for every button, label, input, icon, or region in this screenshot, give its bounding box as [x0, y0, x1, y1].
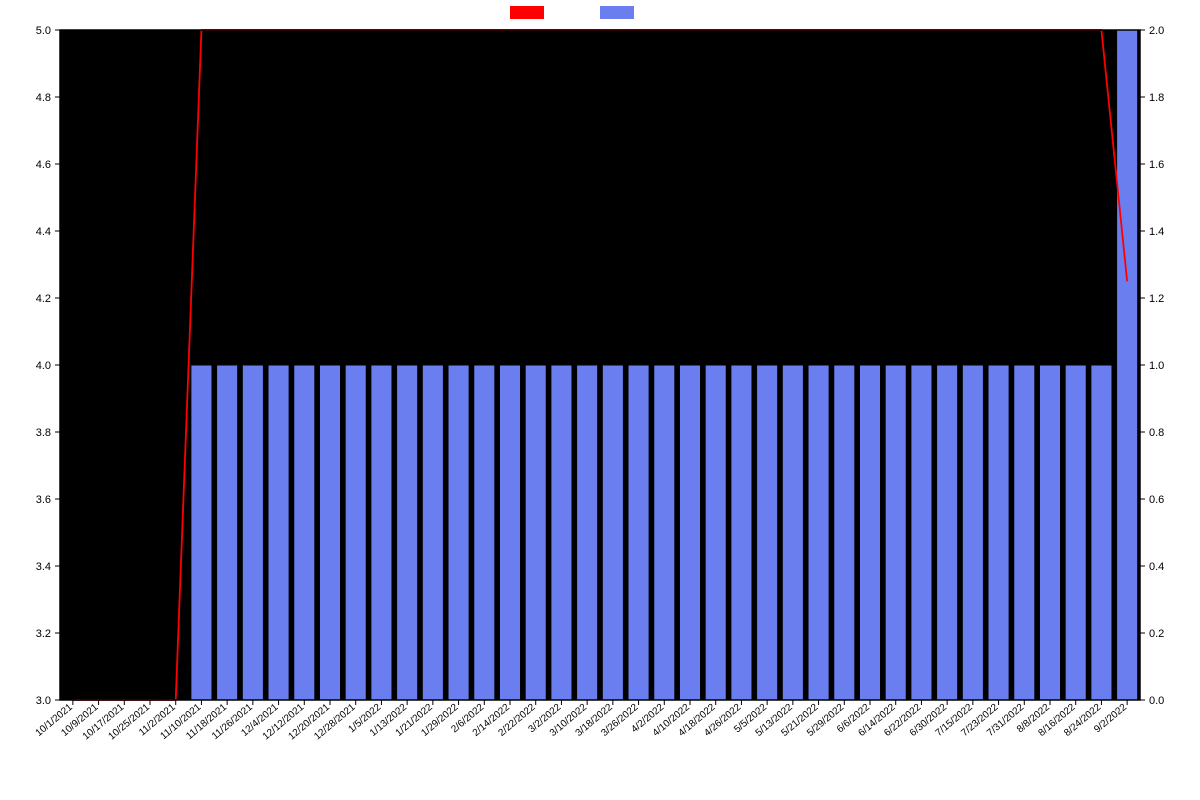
right-ytick-label: 1.0	[1149, 360, 1164, 372]
bar	[654, 365, 675, 700]
bar	[242, 365, 263, 700]
left-ytick-label: 4.8	[36, 92, 51, 104]
bar	[319, 365, 340, 700]
left-ytick-label: 3.0	[36, 695, 51, 707]
right-ytick-label: 1.6	[1149, 159, 1164, 171]
bar	[268, 365, 289, 700]
bar	[191, 365, 212, 700]
bar	[499, 365, 520, 700]
bar	[397, 365, 418, 700]
right-ytick-label: 0.6	[1149, 494, 1164, 506]
bar	[859, 365, 880, 700]
left-ytick-label: 3.4	[36, 561, 51, 573]
left-ytick-label: 3.2	[36, 628, 51, 640]
left-ytick-label: 3.6	[36, 494, 51, 506]
right-ytick-label: 1.4	[1149, 226, 1164, 238]
right-ytick-label: 0.8	[1149, 427, 1164, 439]
bar	[679, 365, 700, 700]
bar	[551, 365, 572, 700]
left-ytick-label: 4.2	[36, 293, 51, 305]
bar	[602, 365, 623, 700]
bar	[911, 365, 932, 700]
bar	[1117, 30, 1138, 700]
bar	[731, 365, 752, 700]
right-ytick-label: 1.8	[1149, 92, 1164, 104]
legend-swatch-0	[510, 6, 544, 19]
bar	[294, 365, 315, 700]
right-ytick-label: 0.2	[1149, 628, 1164, 640]
bar	[1091, 365, 1112, 700]
bar	[1039, 365, 1060, 700]
left-ytick-label: 4.4	[36, 226, 51, 238]
right-ytick-label: 0.4	[1149, 561, 1164, 573]
bar	[217, 365, 238, 700]
bar	[448, 365, 469, 700]
right-ytick-label: 1.2	[1149, 293, 1164, 305]
chart-svg: 3.0 3.2 3.4 3.6 3.8 4.0 4.2 4.4 4.6 4.8 5.0 0.0 0.2 0…	[0, 0, 1200, 800]
bar	[782, 365, 803, 700]
legend-swatch-1	[600, 6, 634, 19]
bar	[757, 365, 778, 700]
bar	[808, 365, 829, 700]
bar	[474, 365, 495, 700]
bar	[422, 365, 443, 700]
right-ytick-label: 2.0	[1149, 25, 1164, 37]
bar	[525, 365, 546, 700]
bar	[577, 365, 598, 700]
left-ytick-label: 5.0	[36, 25, 51, 37]
left-ytick-label: 3.8	[36, 427, 51, 439]
bar	[885, 365, 906, 700]
left-ytick-label: 4.6	[36, 159, 51, 171]
bar	[1014, 365, 1035, 700]
bar	[937, 365, 958, 700]
bar	[628, 365, 649, 700]
bar	[705, 365, 726, 700]
bar	[371, 365, 392, 700]
combo-chart: 3.0 3.2 3.4 3.6 3.8 4.0 4.2 4.4 4.6 4.8 5.0 0.0 0.2 0…	[0, 0, 1200, 800]
bar	[1065, 365, 1086, 700]
bar	[988, 365, 1009, 700]
bar	[345, 365, 366, 700]
bar	[962, 365, 983, 700]
left-ytick-label: 4.0	[36, 360, 51, 372]
right-ytick-label: 0.0	[1149, 695, 1164, 707]
bar	[834, 365, 855, 700]
